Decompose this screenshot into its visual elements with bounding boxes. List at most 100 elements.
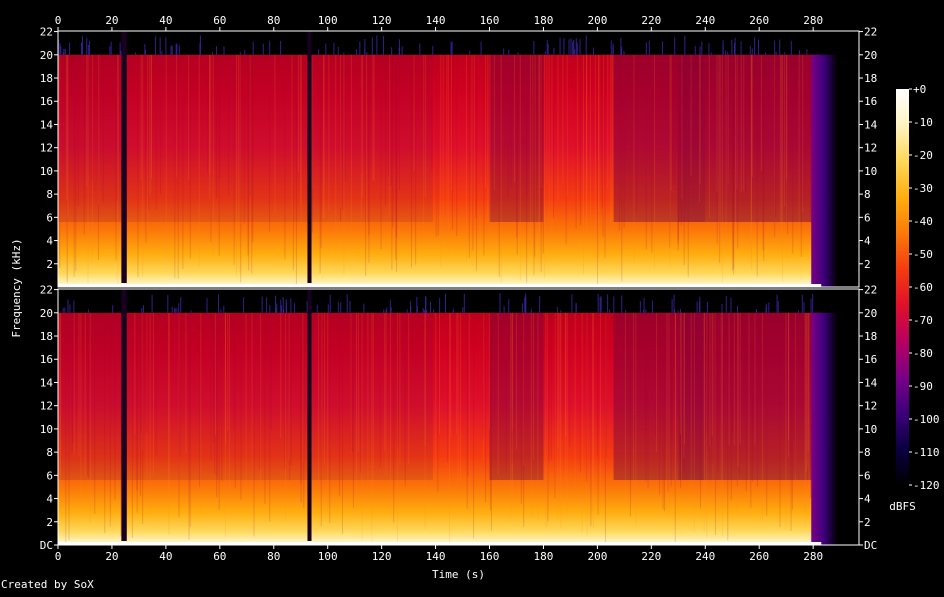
- texture-streak: [269, 54, 271, 232]
- y-tick-label-left: 18: [40, 330, 53, 343]
- texture-streak: [610, 54, 612, 235]
- cutoff-spike: [155, 36, 157, 55]
- segment-3: [433, 55, 490, 222]
- colorbar-tick-label: -90: [913, 380, 933, 393]
- cutoff-spike: [244, 49, 246, 55]
- cutoff-spike: [612, 43, 614, 55]
- texture-streak: [447, 54, 449, 253]
- texture-streak: [714, 312, 716, 535]
- texture-streak: [320, 54, 322, 249]
- texture-streak: [538, 54, 540, 266]
- texture-streak: [500, 54, 502, 284]
- texture-streak: [210, 312, 212, 461]
- cutoff-spike: [120, 51, 122, 55]
- cutoff-spike: [573, 39, 575, 55]
- texture-streak: [290, 312, 292, 466]
- texture-streak: [395, 54, 397, 261]
- cutoff-spike: [727, 51, 729, 55]
- texture-streak: [757, 312, 759, 487]
- texture-streak: [683, 312, 685, 440]
- texture-streak: [707, 312, 709, 447]
- segment-0: [58, 54, 122, 222]
- texture-streak: [397, 312, 399, 448]
- texture-streak: [523, 312, 525, 466]
- x-tick-label-bottom: 60: [213, 550, 226, 563]
- cutoff-spike: [740, 41, 742, 55]
- cutoff-spike: [798, 50, 800, 55]
- cutoff-spike: [749, 46, 751, 55]
- cutoff-spike: [218, 294, 220, 313]
- texture-streak: [734, 54, 736, 236]
- texture-streak: [677, 54, 679, 240]
- texture-streak: [545, 312, 547, 527]
- cutoff-spike: [710, 52, 712, 55]
- texture-streak: [511, 312, 513, 464]
- cutoff-spike: [141, 308, 143, 313]
- cutoff-spike: [355, 49, 357, 55]
- texture-streak: [355, 312, 357, 510]
- texture-streak: [399, 312, 401, 466]
- cutoff-spike: [648, 40, 650, 55]
- texture-streak: [285, 312, 287, 522]
- texture-streak: [210, 54, 212, 246]
- cutoff-spike: [416, 306, 418, 313]
- cutoff-spike: [391, 47, 393, 55]
- texture-streak: [199, 312, 201, 488]
- texture-streak: [214, 312, 216, 436]
- texture-streak: [490, 312, 492, 531]
- texture-streak: [720, 312, 722, 491]
- cutoff-spike: [503, 306, 505, 313]
- texture-streak: [155, 54, 157, 210]
- texture-streak: [384, 312, 386, 452]
- cutoff-spike: [737, 305, 739, 313]
- texture-streak: [380, 54, 382, 250]
- x-tick-label-bottom: 200: [587, 550, 607, 563]
- texture-streak: [687, 54, 689, 277]
- cutoff-spike: [570, 38, 572, 55]
- texture-streak: [218, 312, 220, 510]
- x-tick-label-top: 80: [267, 14, 280, 27]
- cutoff-spike: [699, 301, 701, 313]
- segment-4: [489, 54, 544, 222]
- texture-streak: [516, 54, 518, 255]
- texture-streak: [136, 312, 138, 490]
- cutoff-spike: [480, 41, 482, 55]
- texture-streak: [808, 312, 810, 524]
- texture-streak: [233, 54, 235, 265]
- texture-streak: [546, 54, 548, 186]
- texture-streak: [388, 54, 390, 177]
- segment-3: [433, 313, 490, 480]
- texture-streak: [669, 54, 671, 248]
- texture-streak: [754, 312, 756, 445]
- cutoff-spike: [346, 294, 348, 313]
- texture-streak: [302, 312, 304, 463]
- texture-streak: [372, 312, 374, 487]
- texture-streak: [553, 54, 555, 218]
- segment-2: [311, 312, 433, 480]
- texture-streak: [373, 54, 375, 182]
- y-tick-label-right: 8: [864, 188, 871, 201]
- texture-streak: [339, 54, 341, 222]
- texture-streak: [482, 312, 484, 439]
- texture-streak: [532, 54, 534, 257]
- y-tick-label-right: 10: [864, 165, 877, 178]
- cutoff-spike: [621, 46, 623, 55]
- cutoff-spike: [701, 41, 703, 55]
- texture-streak: [740, 54, 742, 193]
- texture-streak: [209, 54, 211, 199]
- cutoff-spike: [731, 39, 733, 55]
- texture-streak: [97, 54, 99, 261]
- texture-streak: [716, 54, 718, 192]
- cutoff-spike: [110, 41, 112, 55]
- texture-streak: [683, 312, 685, 445]
- fadeout-tail: [811, 312, 838, 545]
- texture-streak: [732, 312, 734, 433]
- segment-8: [705, 54, 822, 222]
- texture-streak: [475, 54, 477, 218]
- cutoff-spike: [576, 42, 578, 55]
- x-tick-label-top: 60: [213, 14, 226, 27]
- colorbar-tick-label: -80: [913, 347, 933, 360]
- cutoff-spike: [810, 298, 812, 313]
- texture-streak: [632, 312, 634, 508]
- texture-streak: [662, 312, 664, 510]
